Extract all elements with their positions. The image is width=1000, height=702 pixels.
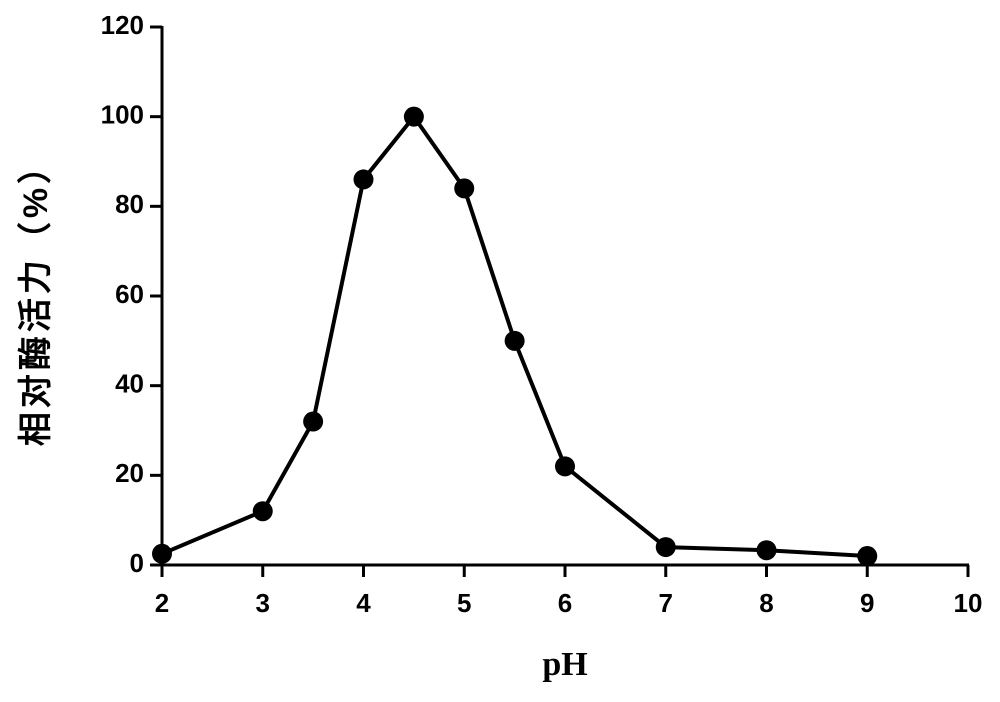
x-tick-label: 8 [759, 588, 773, 618]
x-tick-label: 7 [659, 588, 673, 618]
y-axis-label: 相对酶活力（%） [16, 146, 55, 446]
x-tick-label: 3 [256, 588, 270, 618]
y-tick-label: 20 [115, 458, 144, 488]
y-tick-label: 100 [101, 100, 144, 130]
x-tick-label: 6 [558, 588, 572, 618]
x-axis-label: pH [542, 646, 587, 683]
marker [504, 330, 525, 351]
marker [403, 106, 424, 127]
marker [303, 411, 324, 432]
y-tick-label: 0 [130, 548, 144, 578]
marker [756, 540, 777, 561]
marker [353, 169, 374, 190]
marker [454, 178, 475, 199]
marker [655, 537, 676, 558]
x-tick-label: 5 [457, 588, 471, 618]
marker [252, 501, 273, 522]
y-tick-label: 60 [115, 279, 144, 309]
y-tick-label: 120 [101, 10, 144, 40]
marker [555, 456, 575, 477]
x-tick-label: 10 [954, 588, 983, 618]
marker [152, 543, 172, 564]
x-tick-label: 2 [155, 588, 169, 618]
y-tick-label: 40 [115, 369, 144, 399]
x-tick-label: 9 [860, 588, 874, 618]
marker [857, 546, 878, 567]
x-tick-label: 4 [356, 588, 371, 618]
y-tick-label: 80 [115, 189, 144, 219]
